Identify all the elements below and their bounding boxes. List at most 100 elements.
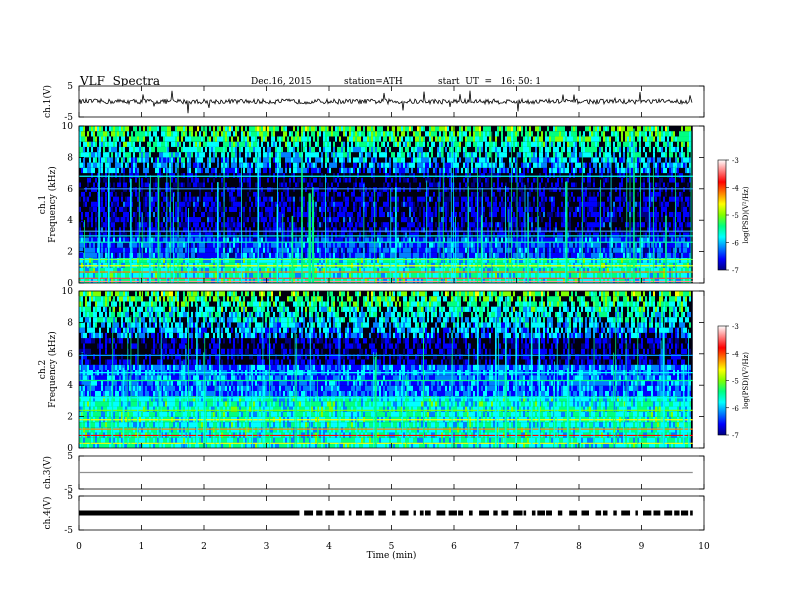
- panel-2-heatmap-cell: [129, 272, 131, 278]
- panel-2-heatmap-cell: [173, 182, 175, 188]
- panel-2-heatmap-cell: [209, 237, 211, 243]
- panel-2-heatmap-cell: [327, 131, 329, 137]
- panel-2-heatmap-cell: [257, 131, 259, 137]
- panel-2-heatmap-cell: [343, 141, 345, 147]
- panel-2-heatmap-cell: [273, 252, 275, 258]
- panel-2-heatmap-cell: [269, 173, 271, 178]
- panel-2-heatmap-cell: [327, 196, 329, 202]
- panel-2-heatmap-cell: [227, 217, 229, 223]
- panel-2-heatmap-cell: [459, 191, 461, 197]
- panel-2-heatmap-cell: [185, 277, 187, 283]
- panel-2-heatmap-cell: [105, 191, 107, 197]
- panel-2-heatmap-cell: [407, 252, 409, 258]
- panel-2-heatmap-cell: [105, 141, 107, 147]
- panel-2-heatmap-cell: [249, 267, 251, 273]
- panel-2-heatmap-cell: [231, 146, 233, 153]
- panel-2-heatmap-cell: [441, 252, 443, 258]
- panel-2-heatmap-cell: [219, 237, 221, 243]
- panel-2-heatmap-cell: [231, 126, 233, 132]
- panel-2-heatmap-cell: [227, 136, 229, 142]
- panel-2-heatmap-cell: [129, 141, 131, 147]
- panel-2-heatmap-cell: [79, 227, 81, 233]
- panel-2-heatmap-cell: [175, 136, 177, 142]
- panel-2-heatmap-cells: [79, 126, 693, 283]
- panel-2-heatmap-cell: [433, 252, 435, 258]
- panel-2-heatmap-cell: [109, 206, 111, 212]
- panel-2-heatmap-cell: [409, 182, 411, 188]
- panel-2-heatmap-cell: [273, 272, 275, 278]
- panel-2-heatmap-cell: [199, 136, 201, 142]
- panel-2-heatmap-cell: [415, 177, 417, 183]
- panel-2-heatmap-cell: [487, 277, 489, 283]
- panel-2-heatmap-cell: [445, 211, 447, 218]
- panel-2-heatmap-cell: [269, 152, 271, 158]
- panel-2-heatmap-cell: [477, 177, 479, 183]
- panel-2-heatmap-cell: [203, 222, 205, 228]
- panel-2-heatmap-cell: [287, 227, 289, 233]
- panel-2-heatmap-cell: [377, 131, 379, 137]
- panel-2-heatmap-cell: [367, 247, 369, 253]
- panel-2-heatmap-cell: [225, 242, 227, 248]
- panel-2-heatmap-cell: [407, 247, 409, 253]
- panel-2-heatmap-cell: [147, 247, 149, 253]
- panel-2-heatmap-cell: [471, 206, 473, 212]
- panel-2-heatmap-cell: [409, 196, 411, 202]
- panel-2-heatmap-cell: [443, 157, 445, 163]
- panel-2-heatmap-cell: [155, 252, 157, 258]
- panel-2-heatmap-cell: [117, 157, 119, 163]
- panel-2-heatmap-cell: [475, 162, 477, 168]
- panel-2-heatmap-cell: [185, 126, 187, 132]
- panel-2-heatmap-cell: [455, 141, 457, 147]
- panel-2-heatmap-cell: [275, 126, 277, 132]
- panel-2-heatmap-cell: [345, 201, 347, 207]
- panel-2-heatmap-cell: [341, 141, 343, 147]
- panel-2-heatmap-cell: [265, 136, 267, 142]
- panel-2-heatmap-cell: [187, 277, 189, 283]
- panel-2-heatmap-cell: [403, 187, 405, 192]
- panel-2-heatmap-cell: [371, 272, 373, 278]
- panel-2-heatmap-cell: [317, 237, 319, 243]
- panel-2-heatmap-cell: [355, 272, 357, 278]
- panel-2-heatmap-cell: [201, 232, 203, 238]
- panel-2-heatmap-cell: [419, 136, 421, 142]
- panel-2-heatmap-cell: [495, 162, 497, 168]
- panel-2-heatmap-cell: [315, 141, 317, 147]
- panel-2-heatmap-cell: [383, 182, 385, 188]
- panel-2-heatmap-cell: [167, 182, 169, 188]
- panel-2-heatmap-cell: [399, 257, 401, 263]
- panel-2-heatmap-cell: [195, 162, 197, 168]
- panel-2-heatmap-cell: [441, 141, 443, 147]
- panel-2-heatmap-cell: [119, 182, 121, 188]
- panel-2-heatmap-cell: [243, 247, 245, 253]
- panel-2-heatmap-cell: [471, 211, 473, 218]
- panel-2-heatmap-cell: [421, 242, 423, 248]
- panel-2-heatmap-cell: [113, 167, 115, 174]
- panel-2-heatmap-cell: [417, 232, 419, 238]
- panel-2-heatmap-cell: [315, 206, 317, 212]
- panel-2-heatmap-cell: [93, 182, 95, 188]
- panel-2-heatmap-cell: [255, 237, 257, 243]
- panel-2-heatmap-cell: [113, 277, 115, 283]
- panel-2-heatmap-cell: [91, 211, 93, 218]
- panel-2-heatmap-cell: [427, 191, 429, 197]
- panel-2-heatmap-cell: [241, 277, 243, 283]
- panel-2-heatmap-cell: [265, 257, 267, 263]
- panel-2-heatmap-cell: [81, 257, 83, 263]
- panel-2-heatmap-cell: [93, 247, 95, 253]
- panel-2-heatmap-cell: [347, 232, 349, 238]
- panel-2-heatmap-cell: [189, 201, 191, 207]
- panel-2-heatmap-cell: [235, 267, 237, 273]
- panel-2-heatmap-cell: [199, 152, 201, 158]
- panel-2-heatmap-cell: [449, 257, 451, 263]
- panel-2-heatmap-cell: [209, 247, 211, 253]
- panel-2-heatmap-cell: [161, 272, 163, 278]
- panel-2-heatmap-cell: [169, 131, 171, 137]
- panel-2-heatmap-cell: [125, 232, 127, 238]
- panel-2-heatmap-cell: [167, 131, 169, 137]
- panel-2-heatmap-cell: [267, 272, 269, 278]
- panel-2-heatmap-cell: [419, 267, 421, 273]
- panel-2-heatmap-cell: [343, 227, 345, 233]
- panel-2-heatmap-cell: [513, 191, 515, 197]
- panel-2-heatmap-cell: [361, 237, 363, 243]
- panel-2-heatmap-cell: [233, 146, 235, 153]
